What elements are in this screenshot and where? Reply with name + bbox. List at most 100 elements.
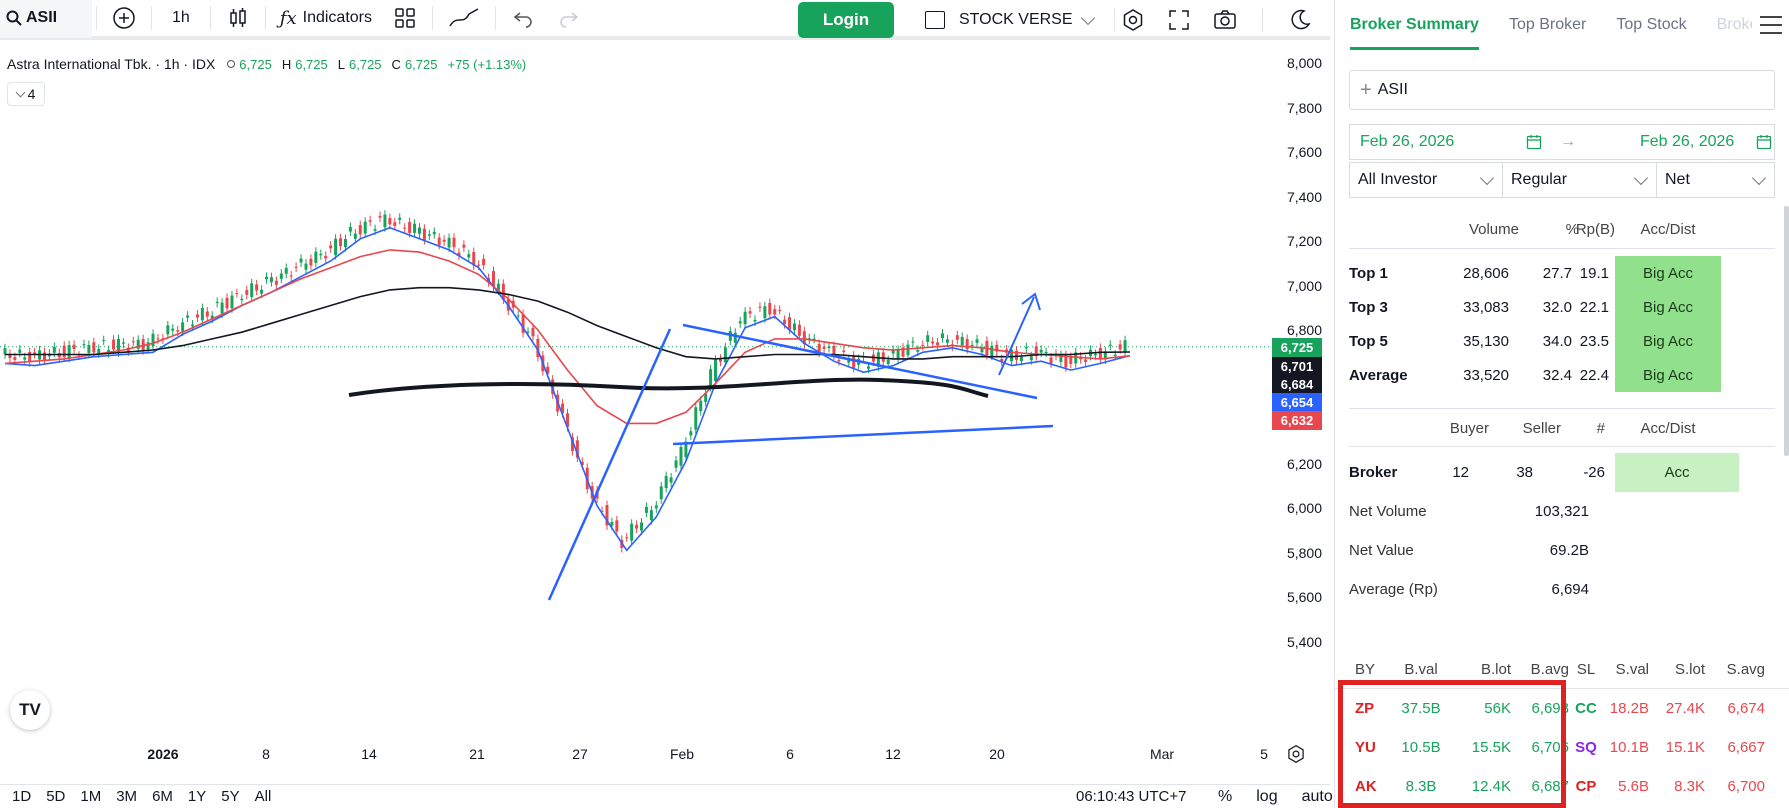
investor-select[interactable]: All Investor (1349, 162, 1503, 198)
candle-body (960, 336, 964, 346)
mode-select[interactable]: Net (1657, 162, 1775, 198)
indicator-toggle[interactable]: 4 (7, 82, 45, 106)
divider (1262, 8, 1263, 32)
tab-broker[interactable]: Broker (1716, 16, 1752, 33)
interval-button[interactable]: 1h (172, 9, 190, 26)
column-header[interactable]: B.lot (1480, 661, 1511, 678)
candle-body (408, 222, 412, 233)
time-tick-label: 8 (262, 746, 270, 762)
candle-body (1029, 356, 1033, 361)
indicator-count: 4 (27, 86, 36, 102)
bs-row[interactable]: AK 8.3B 12.4K 6,687 CP 5.6B 8.3K 6,700 (1335, 767, 1789, 806)
chart-canvas[interactable] (0, 44, 1270, 744)
settings-icon[interactable] (1120, 7, 1146, 33)
column-header[interactable]: S.avg (1726, 661, 1765, 678)
cell-blot: 15.5K (1471, 739, 1511, 756)
candle-body (427, 234, 431, 236)
market-select[interactable]: Regular (1503, 162, 1657, 198)
drawing-tools-button[interactable] (437, 0, 491, 38)
date-range[interactable]: Feb 26, 2026 → Feb 26, 2026 (1349, 124, 1775, 160)
candle-body (852, 355, 856, 368)
login-button[interactable]: Login (798, 2, 894, 38)
tab-top-broker[interactable]: Top Broker (1508, 16, 1587, 33)
candle-body (714, 359, 718, 382)
ma-slow-line (5, 286, 1131, 360)
range-button-5y[interactable]: 5Y (221, 788, 240, 805)
candle-body (329, 245, 333, 249)
candle-body (1015, 350, 1019, 360)
candle-body (181, 322, 185, 332)
moon-icon[interactable] (1287, 7, 1313, 33)
bs-row[interactable]: ZP 37.5B 56K 6,693 CC 18.2B 27.4K 6,674 (1335, 689, 1789, 728)
menu-icon[interactable] (1760, 16, 1782, 34)
range-button-all[interactable]: All (254, 788, 272, 805)
symbol-search[interactable]: ASII (0, 0, 92, 38)
tab-broker-summary[interactable]: Broker Summary (1335, 0, 1494, 50)
range-button-6m[interactable]: 6M (152, 788, 173, 805)
cell-sval: 18.2B (1609, 700, 1649, 717)
indicators-button[interactable]: ƒx Indicators (270, 0, 382, 38)
divider (209, 6, 211, 30)
candle-body (797, 324, 801, 336)
camera-icon[interactable] (1212, 7, 1238, 33)
tradingview-logo[interactable]: TV (10, 690, 50, 730)
stat-row: Average (Rp) 6,694 (1349, 570, 1775, 609)
candle-body (363, 221, 367, 234)
range-button-1y[interactable]: 1Y (187, 788, 207, 805)
scrollbar[interactable] (1784, 206, 1789, 456)
column-header[interactable]: BY (1355, 661, 1376, 678)
calendar-icon[interactable] (1756, 134, 1772, 150)
price-chart[interactable]: Astra International Tbk. · 1h · IDX 6,72… (0, 44, 1330, 784)
cell-sval: 5.6B (1618, 778, 1649, 795)
candle-body (659, 486, 663, 500)
time-axis[interactable]: 2026 8 14 21 27 Feb 6 12 20 Mar 5 (0, 746, 1270, 770)
candle-body (546, 366, 550, 374)
cell-bavg: 6,687 (1531, 778, 1569, 795)
redo-button[interactable] (546, 0, 592, 38)
range-button-5d[interactable]: 5D (46, 788, 66, 805)
filter-row: All Investor Regular Net (1349, 162, 1775, 198)
layout-name: STOCK VERSE (959, 11, 1073, 28)
percent-toggle[interactable]: % (1218, 788, 1233, 805)
tab-top-stock[interactable]: Top Stock (1616, 16, 1687, 33)
column-header[interactable]: SL (1576, 661, 1596, 678)
column-header[interactable]: B.avg (1530, 661, 1569, 678)
divider (151, 6, 152, 30)
candle-body (689, 431, 693, 436)
summary-row-label: Top 3 (1349, 298, 1388, 316)
calendar-icon[interactable] (1526, 134, 1542, 150)
candle-body (802, 331, 806, 345)
candle-body (309, 258, 313, 266)
undo-button[interactable] (500, 0, 546, 38)
column-header[interactable]: S.val (1615, 661, 1649, 678)
time-tick-label: 12 (885, 746, 901, 762)
candle-body (403, 227, 407, 229)
range-button-1m[interactable]: 1M (80, 788, 102, 805)
date-from[interactable]: Feb 26, 2026 (1360, 133, 1455, 150)
axis-settings-icon[interactable] (1286, 744, 1306, 764)
compare-button[interactable] (101, 0, 147, 38)
date-to[interactable]: Feb 26, 2026 (1640, 133, 1735, 150)
investor-value: All Investor (1358, 171, 1438, 188)
range-button-3m[interactable]: 3M (116, 788, 138, 805)
candle-body (319, 253, 323, 256)
range-button-1d[interactable]: 1D (12, 788, 32, 805)
range-buttons: 1D 5D 1M 3M 6M 1Y 5Y All (0, 788, 271, 805)
column-header[interactable]: S.lot (1674, 661, 1705, 678)
candle-body (566, 413, 569, 428)
column-header[interactable]: B.val (1404, 661, 1438, 678)
clock[interactable]: 06:10:43 UTC+7 (1076, 788, 1187, 805)
log-toggle[interactable]: log (1256, 788, 1278, 805)
candle-body (1093, 354, 1097, 356)
price-tick-label: 5,600 (1286, 589, 1322, 605)
auto-toggle[interactable]: auto (1301, 788, 1333, 805)
symbol-input[interactable]: + ASII (1349, 70, 1775, 110)
candle-body (1098, 347, 1102, 360)
fullscreen-icon[interactable] (1166, 7, 1192, 33)
layouts-button[interactable] (382, 0, 428, 38)
layout-selector[interactable]: STOCK VERSE (925, 0, 1095, 40)
chart-type-button[interactable] (215, 0, 261, 38)
candle-body (28, 351, 32, 363)
candle-body (42, 352, 46, 361)
bs-row[interactable]: YU 10.5B 15.5K 6,706 SQ 10.1B 15.1K 6,667 (1335, 728, 1789, 767)
